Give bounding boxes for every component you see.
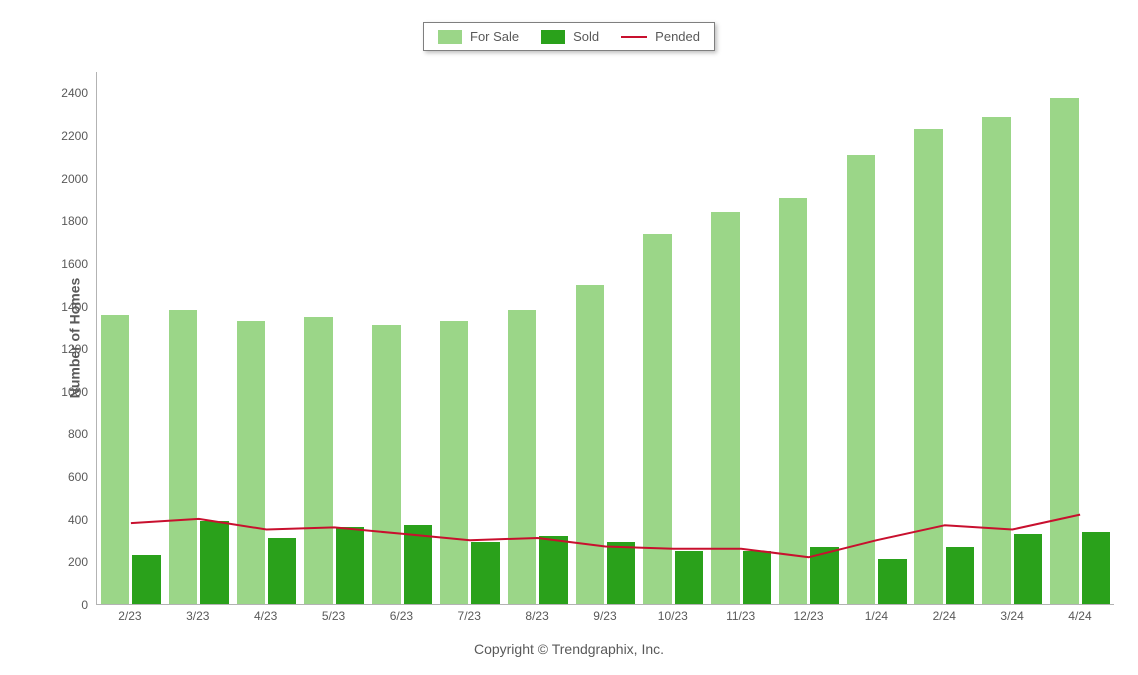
- copyright-text: Copyright © Trendgraphix, Inc.: [10, 641, 1128, 657]
- legend-label: Pended: [655, 29, 700, 44]
- for-sale-swatch: [438, 30, 462, 44]
- homes-chart: For Sale Sold Pended Number of Homes 020…: [10, 10, 1128, 665]
- for-sale-bar: [101, 315, 129, 604]
- y-tick: 200: [48, 555, 88, 569]
- sold-swatch: [541, 30, 565, 44]
- x-tick: 4/24: [1046, 609, 1114, 627]
- bar-group: [436, 72, 504, 604]
- sold-bar: [743, 551, 771, 604]
- for-sale-bar: [711, 212, 739, 604]
- bar-groups: [97, 72, 1114, 604]
- x-tick: 9/23: [571, 609, 639, 627]
- bar-group: [775, 72, 843, 604]
- x-tick: 6/23: [367, 609, 435, 627]
- plot-area: [96, 72, 1114, 605]
- y-tick: 2400: [48, 86, 88, 100]
- sold-bar: [336, 527, 364, 604]
- bar-group: [97, 72, 165, 604]
- for-sale-bar: [779, 198, 807, 604]
- sold-bar: [539, 536, 567, 604]
- y-tick: 800: [48, 427, 88, 441]
- for-sale-bar: [372, 325, 400, 604]
- y-tick: 2000: [48, 172, 88, 186]
- bar-group: [165, 72, 233, 604]
- sold-bar: [200, 521, 228, 604]
- legend: For Sale Sold Pended: [423, 22, 715, 51]
- legend-label: Sold: [573, 29, 599, 44]
- bar-group: [978, 72, 1046, 604]
- y-tick: 2200: [48, 129, 88, 143]
- sold-bar: [607, 542, 635, 604]
- bar-group: [843, 72, 911, 604]
- y-tick: 1400: [48, 300, 88, 314]
- for-sale-bar: [576, 285, 604, 604]
- for-sale-bar: [169, 310, 197, 604]
- for-sale-bar: [237, 321, 265, 604]
- x-tick: 2/23: [96, 609, 164, 627]
- y-tick: 400: [48, 513, 88, 527]
- sold-bar: [471, 542, 499, 604]
- x-tick: 3/24: [978, 609, 1046, 627]
- x-tick: 7/23: [435, 609, 503, 627]
- y-tick: 1600: [48, 257, 88, 271]
- legend-label: For Sale: [470, 29, 519, 44]
- sold-bar: [1014, 534, 1042, 604]
- legend-item-pended: Pended: [621, 29, 700, 44]
- x-tick: 11/23: [707, 609, 775, 627]
- x-tick: 5/23: [300, 609, 368, 627]
- x-tick: 1/24: [842, 609, 910, 627]
- legend-item-sold: Sold: [541, 29, 599, 44]
- sold-bar: [1082, 532, 1110, 604]
- bar-group: [233, 72, 301, 604]
- x-tick: 12/23: [775, 609, 843, 627]
- for-sale-bar: [643, 234, 671, 604]
- x-tick: 4/23: [232, 609, 300, 627]
- for-sale-bar: [508, 310, 536, 604]
- sold-bar: [132, 555, 160, 604]
- x-tick: 2/24: [910, 609, 978, 627]
- for-sale-bar: [304, 317, 332, 604]
- for-sale-bar: [1050, 98, 1078, 604]
- sold-bar: [404, 525, 432, 604]
- sold-bar: [878, 559, 906, 604]
- for-sale-bar: [847, 155, 875, 604]
- y-tick: 1800: [48, 214, 88, 228]
- y-tick: 600: [48, 470, 88, 484]
- sold-bar: [675, 551, 703, 604]
- pended-swatch: [621, 36, 647, 38]
- x-axis-ticks: 2/233/234/235/236/237/238/239/2310/2311/…: [96, 609, 1114, 627]
- sold-bar: [268, 538, 296, 604]
- bar-group: [368, 72, 436, 604]
- bar-group: [911, 72, 979, 604]
- bar-group: [504, 72, 572, 604]
- bar-group: [572, 72, 640, 604]
- y-tick: 1000: [48, 385, 88, 399]
- legend-item-for-sale: For Sale: [438, 29, 519, 44]
- x-tick: 10/23: [639, 609, 707, 627]
- sold-bar: [810, 547, 838, 604]
- for-sale-bar: [440, 321, 468, 604]
- y-tick: 1200: [48, 342, 88, 356]
- for-sale-bar: [914, 129, 942, 604]
- x-tick: 8/23: [503, 609, 571, 627]
- x-tick: 3/23: [164, 609, 232, 627]
- bar-group: [1046, 72, 1114, 604]
- bar-group: [639, 72, 707, 604]
- y-tick: 0: [48, 598, 88, 612]
- bar-group: [707, 72, 775, 604]
- bar-group: [300, 72, 368, 604]
- for-sale-bar: [982, 117, 1010, 604]
- y-axis-ticks: 0200400600800100012001400160018002000220…: [48, 72, 88, 605]
- sold-bar: [946, 547, 974, 604]
